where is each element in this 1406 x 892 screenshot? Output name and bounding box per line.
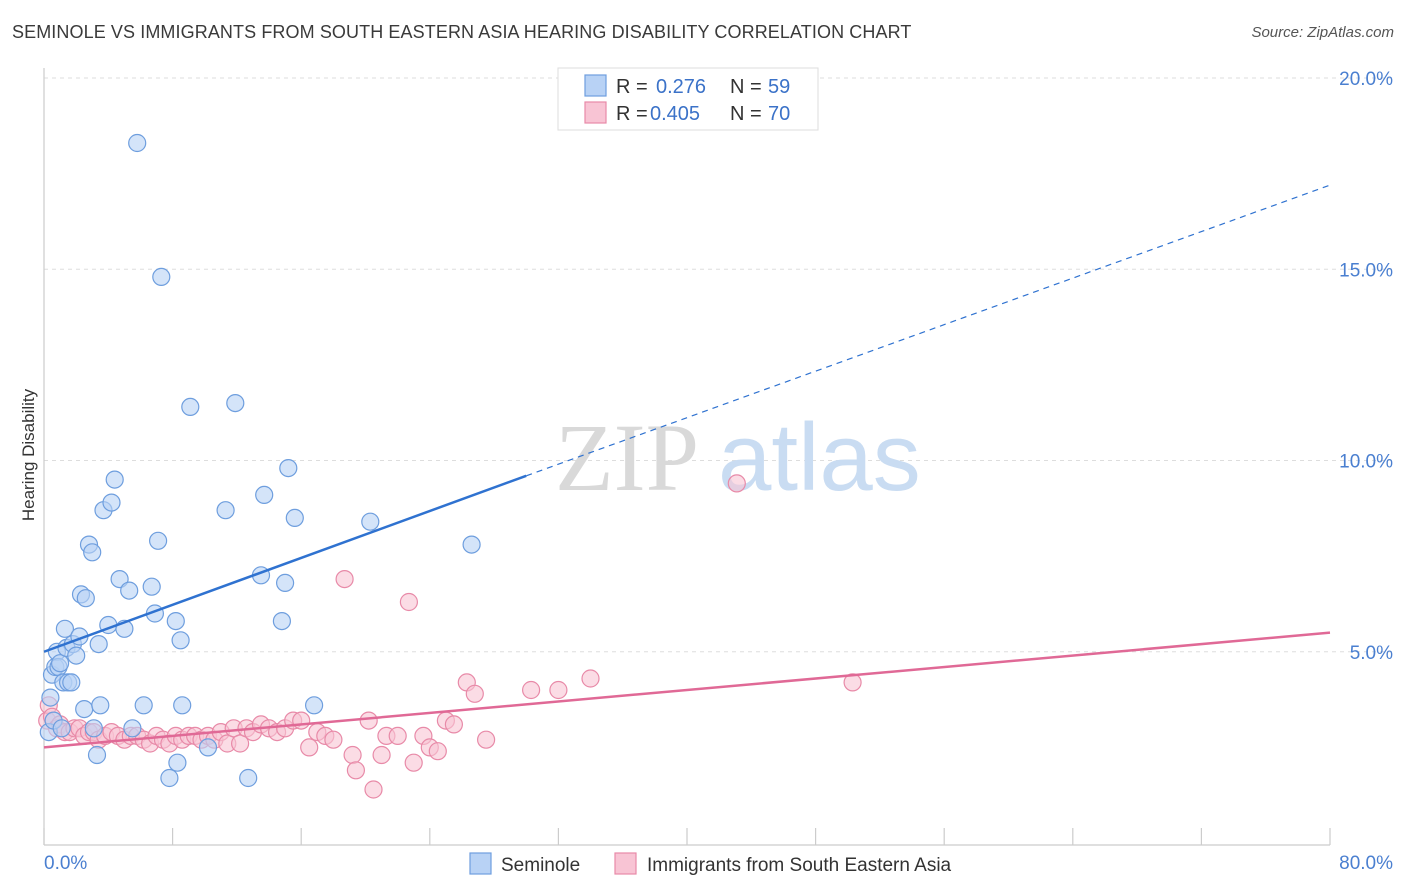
x-tick-label: 0.0% [44,853,87,874]
seminole-point [102,493,121,512]
seminole-point [76,589,95,608]
watermark: ZIP atlas [555,404,921,511]
immigrants-point [335,569,354,589]
watermark-zip: ZIP [555,404,699,511]
seminole-point [55,619,75,638]
seminole-point [198,738,218,757]
seminole-point [123,719,142,738]
immigrants-point [843,673,862,692]
immigrants-point [428,742,447,761]
seminole-point [279,459,298,478]
seminole-point [67,646,86,665]
immigrants-point [324,730,343,749]
immigrants-point [465,684,484,703]
seminole-point [134,696,153,715]
immigrants-point [292,711,311,730]
immigrants-point [477,730,496,749]
legend-n-label-2: N = [730,103,762,125]
seminole-point [52,719,71,738]
seminole-point [50,654,70,673]
bottom-legend-label-seminole: Seminole [501,855,580,876]
immigrants-point [231,734,250,753]
seminole-point [149,531,168,550]
seminole-point [120,581,139,600]
seminole-point [62,673,81,692]
seminole-point [239,768,258,788]
bottom-legend-swatch-immigrants [614,852,637,875]
legend-swatch-immigrants [584,101,607,124]
seminole-point [142,577,161,596]
seminole-point [272,611,291,631]
bottom-legend: Seminole Immigrants from South Eastern A… [469,852,952,876]
y-tick-label: 10.0% [1339,452,1393,473]
immigrants-point [404,753,423,772]
y-axis-label: Hearing Disability [19,388,38,521]
grid-lines [44,77,1392,653]
seminole-point [41,688,60,707]
watermark-atlas: atlas [718,404,921,511]
legend-n-label-1: N = [730,76,762,98]
immigrants-point [364,780,383,799]
legend-r-label-2: R = [616,103,648,125]
x-tick-label: 80.0% [1339,853,1393,874]
bottom-legend-label-immigrants: Immigrants from South Eastern Asia [647,855,952,876]
legend-n-value-1: 59 [768,76,790,98]
immigrants-point [372,745,391,765]
immigrants-point [727,474,746,493]
seminole-point [168,753,187,772]
y-tick-label: 5.0% [1350,643,1393,664]
seminole-point [87,745,107,765]
immigrants-point [444,715,463,734]
seminole-point [285,508,304,528]
seminole-point [226,394,245,413]
seminole-trend-line [43,474,527,653]
seminole-point [361,512,380,531]
legend-box: R = 0.276 N = 59 R = 0.405 N = 70 [557,67,819,131]
seminole-point [255,485,274,504]
seminole-point [276,573,295,593]
immigrants-point [581,669,600,688]
legend-r-value-1: 0.276 [656,76,706,98]
tick-labels: 5.0% 10.0% 15.0% 20.0% 0.0% 80.0% [44,69,1393,874]
immigrants-point [521,680,541,700]
seminole-point [152,267,171,286]
seminole-point [171,631,190,650]
legend-n-value-2: 70 [768,103,790,125]
seminole-point [173,696,192,715]
immigrants-point [359,711,378,730]
seminole-point [305,696,324,715]
legend-r-value-2: 0.405 [650,103,700,125]
seminole-point [160,768,179,788]
legend-swatch-seminole [584,74,607,97]
bottom-legend-swatch-seminole [469,852,492,875]
seminole-point [89,634,108,654]
chart-title: SEMINOLE VS IMMIGRANTS FROM SOUTH EASTER… [12,22,912,42]
immigrants-point [549,680,568,700]
seminole-point [181,397,200,416]
seminole-point [462,535,481,554]
immigrants-trend-line [43,631,1331,749]
legend-r-label-1: R = [616,76,648,98]
chart-source: Source: ZipAtlas.com [1251,24,1394,41]
y-tick-label: 15.0% [1339,260,1393,281]
trend-lines [43,184,1331,749]
y-tick-label: 20.0% [1339,69,1393,90]
seminole-point [166,611,185,631]
seminole-point [83,543,102,562]
immigrants-point [388,726,407,746]
immigrants-point [399,592,418,612]
immigrants-point [346,761,365,780]
immigrants-point [343,745,362,765]
seminole-point [128,133,147,153]
seminole-point [75,699,94,719]
seminole-point [91,696,110,715]
seminole-point [84,719,103,738]
immigrants-point [300,738,319,757]
seminole-point [105,470,124,489]
seminole-point [216,501,235,520]
